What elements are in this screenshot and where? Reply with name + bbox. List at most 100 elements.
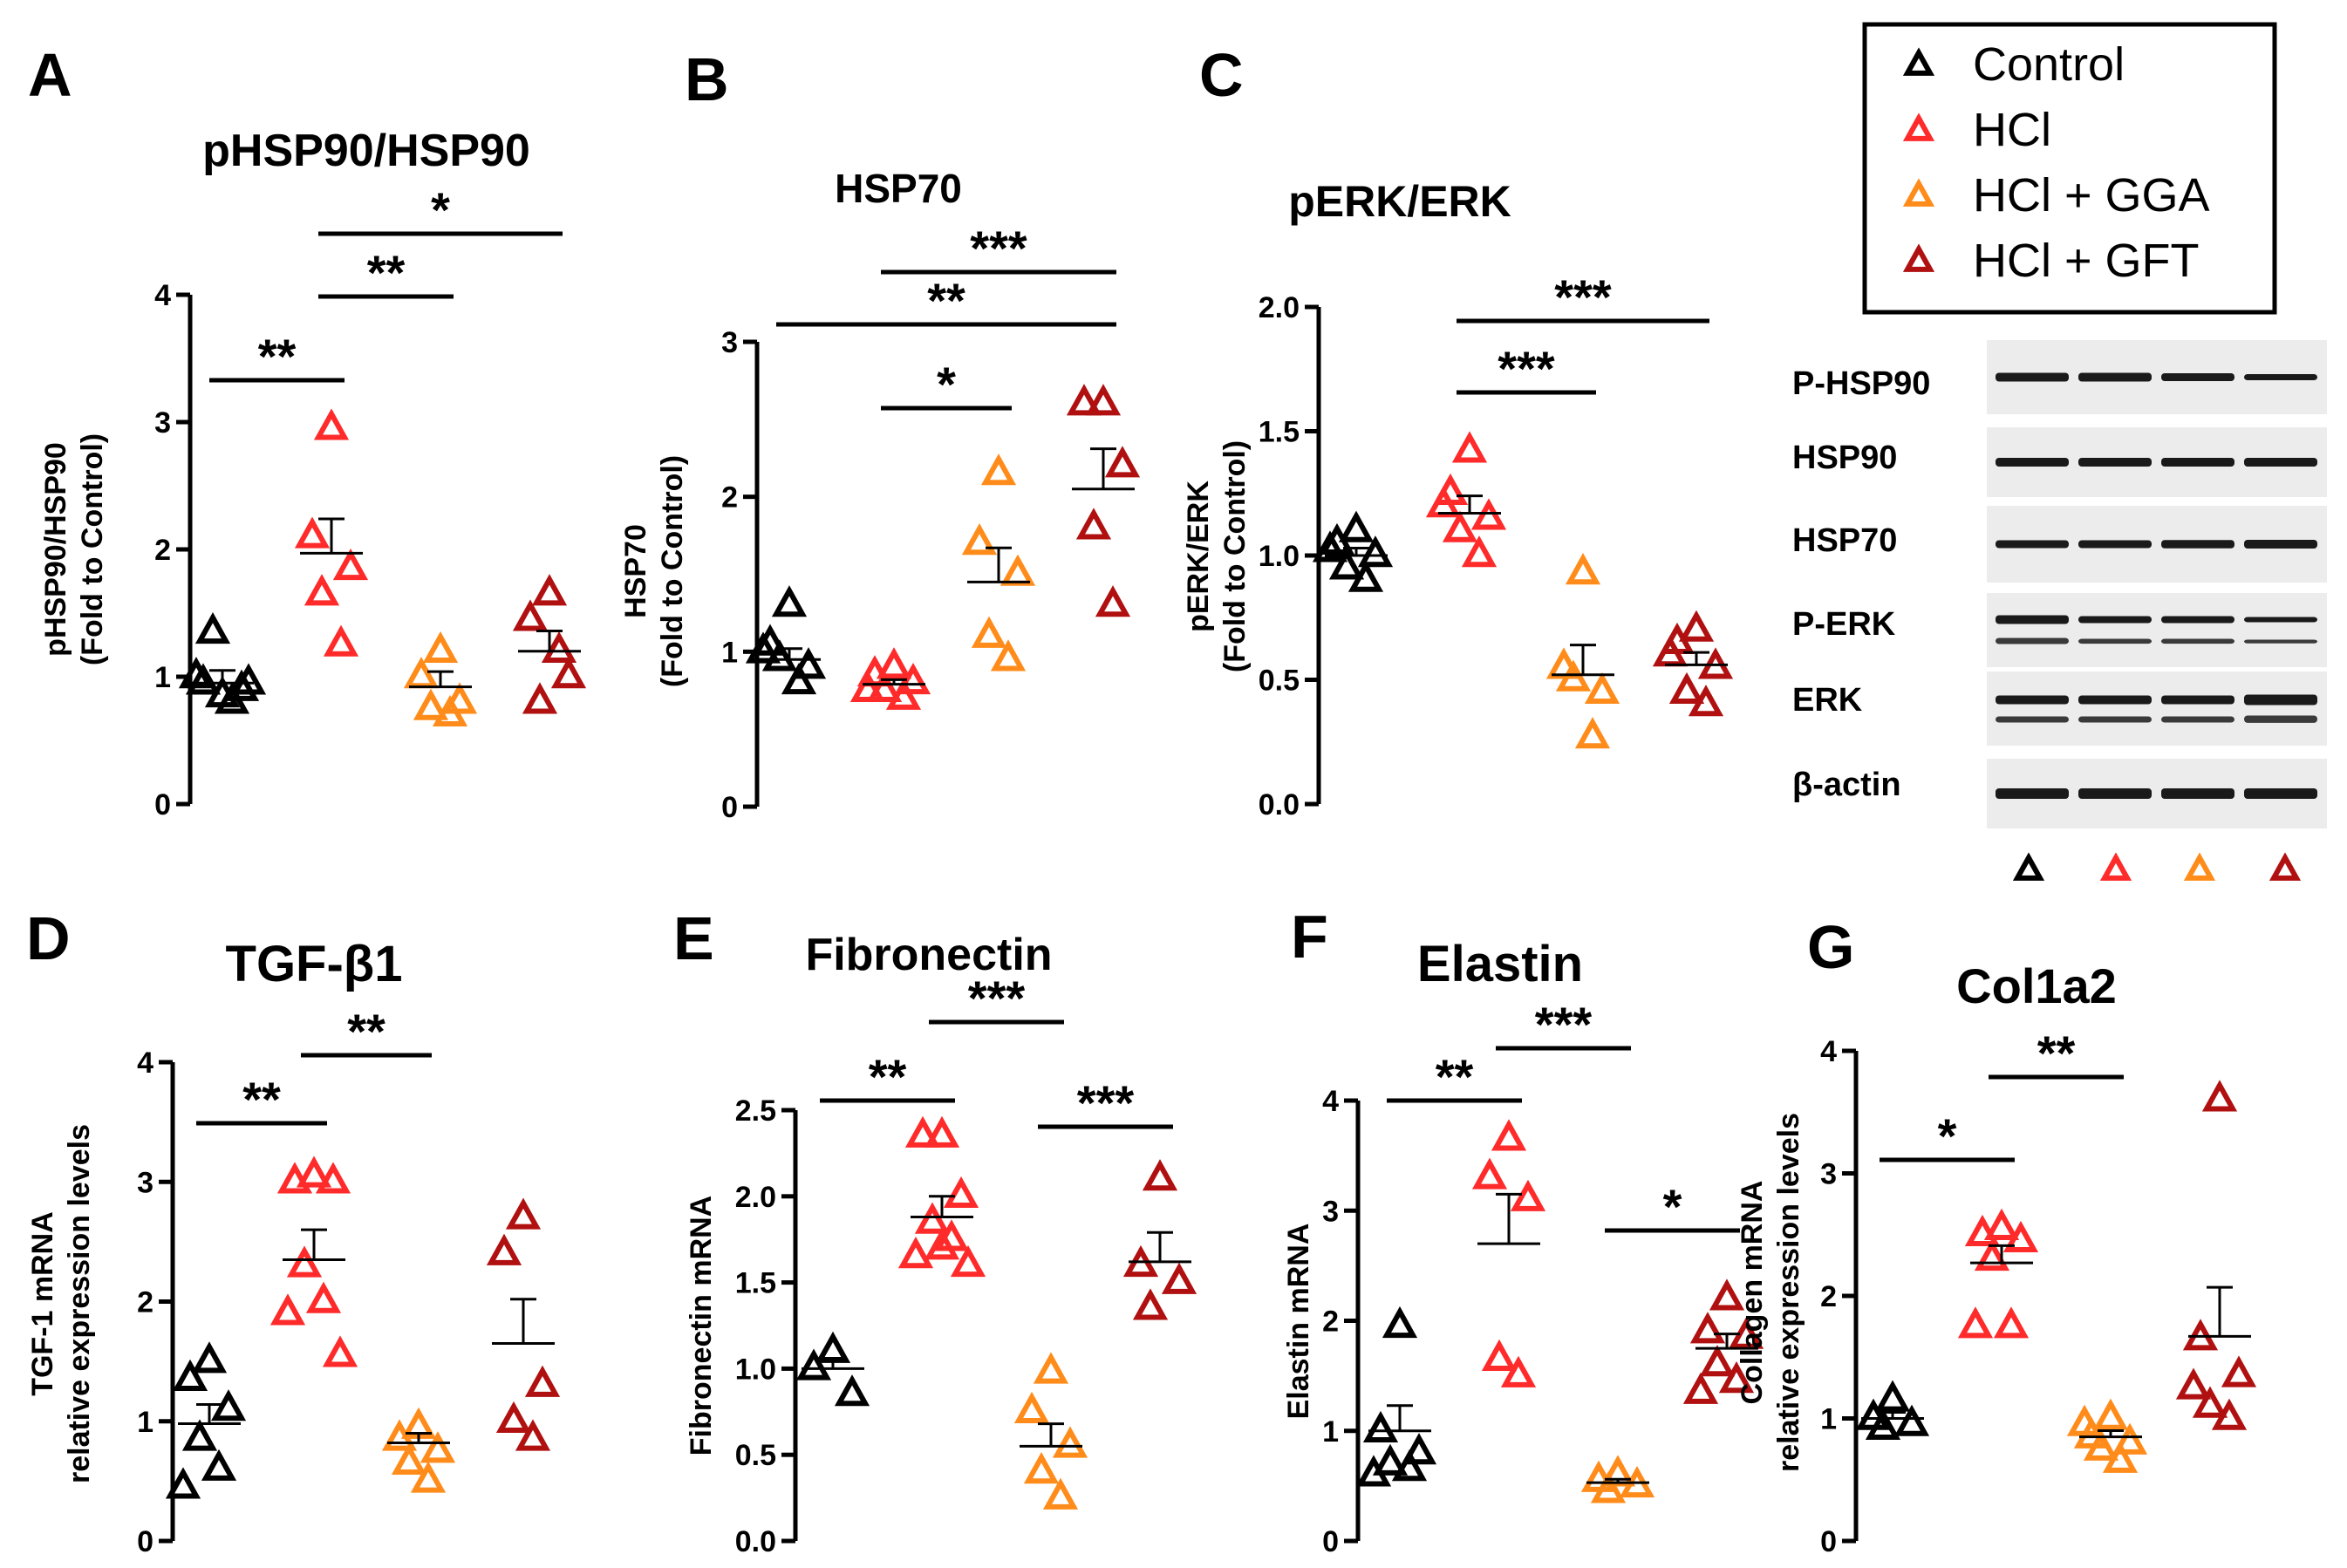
blot-band [2161,373,2234,381]
panel-e-significance-label: *** [968,971,1026,1026]
panel-a-y-tick-label: 4 [154,279,171,312]
panel-c-title: pERK/ERK [1288,177,1511,226]
panel-c-y-tick-label: 0.0 [1259,788,1300,821]
blot-label-p-erk: P-ERK [1792,606,1896,643]
panel-a-point-hcl-gft [522,682,558,714]
panel-c-significance-label: *** [1554,269,1612,324]
panel-d-point-hcl [305,1281,342,1313]
panel-b-point-hcl-gga [971,616,1007,648]
panel-d-point-hcl-gga [381,1419,418,1451]
panel-e-y-label: Fibronectin mRNA [685,1196,718,1456]
blot-band [2161,458,2234,467]
panel-a-point-hcl [323,624,359,657]
panel-f-y-tick-label: 2 [1322,1306,1339,1339]
panel-c-y-tick-label: 1.5 [1259,416,1300,449]
panel-c-point-hcl [1461,535,1498,568]
panel-a-point-hcl-gft [512,599,549,631]
panel-e-point-hcl [914,1202,951,1234]
blot-band [2161,540,2234,549]
blot-band [2161,716,2234,723]
panel-d-point-hcl [296,1156,332,1188]
panel-g-y-label: Collagen mRNA relative expression levels [1736,1113,1805,1472]
panel-f-point-hcl [1471,1157,1508,1190]
panel-b-point-hcl [849,670,886,703]
blot-band [2078,458,2152,467]
blot-label-hsp90: HSP90 [1792,440,1897,476]
panel-e-point-hcl [897,1237,934,1269]
panel-c-point-control [1338,510,1375,542]
panel-f-point-control [1401,1433,1437,1465]
panel-a-significance-label: * [431,182,450,237]
panel-f-point-hcl-gft [1689,1312,1726,1344]
legend-box [1862,22,2277,315]
panel-g-point-hcl-gga [2112,1422,2148,1455]
panel-f-point-hcl [1481,1339,1518,1371]
panel-g-y-tick-label: 4 [1820,1035,1837,1068]
panel-b-point-hcl-gga [980,453,1017,486]
panel-d-point-hcl [286,1245,323,1278]
panel-e-point-control [834,1374,870,1407]
panel-f-significance-label: ** [1436,1049,1474,1104]
panel-a-point-hcl-gga [441,682,478,714]
panel-c-point-control [1312,530,1348,562]
blot-label-p-hsp90: P-HSP90 [1792,365,1930,402]
panel-c-point-hcl-gft [1668,672,1705,705]
western-blot: P-HSP90 HSP90 HSP70 P-ERK ERK β-actin [1792,340,2327,881]
legend-label-control: Control [1973,38,2125,91]
panel-d-point-hcl [276,1162,313,1194]
panel-c-point-hcl-gga [1574,717,1611,749]
panel-g-point-hcl-gft [2211,1398,2248,1430]
blot-band [1996,615,2069,624]
panel-b-point-hcl-gga [990,639,1027,672]
panel-b-point-control [771,585,808,617]
panel-e-point-hcl-gga [1033,1352,1069,1384]
panel-e-y-tick-label: 0.5 [735,1439,776,1472]
panel-b-y-label: HSP70 (Fold to Control) [619,455,689,687]
panel-f-y-tick-label: 0 [1322,1525,1339,1558]
panel-g-point-hcl-gft [2221,1355,2257,1387]
panel-a-point-hcl [313,408,350,440]
panel-c-significance-label: *** [1498,341,1555,396]
panel-c-point-hcl [1442,510,1478,542]
panel-d-title: TGF-β1 [226,936,403,992]
panel-c-point-hcl-gga [1545,647,1582,679]
blot-band [2078,540,2152,549]
panel-f-point-hcl-gft [1718,1361,1755,1394]
panel-e-point-hcl [950,1244,986,1278]
panel-g-point-hcl-gga [2083,1428,2119,1461]
panel-b-point-hcl-gft [1104,446,1141,478]
blot-band [2161,616,2234,624]
panel-f-significance-label: *** [1535,997,1593,1052]
legend-label-hcl-gga: HCl + GGA [1973,169,2210,222]
panel-c: pERK/ERK 0.0 0.5 1.0 1.5 2.0 pERK/ERK (Fold to… [1182,177,1734,821]
panel-d-y-tick-label: 3 [137,1166,154,1199]
panel-b-y-tick-label: 2 [721,481,738,515]
panel-b-point-control [790,647,827,679]
panel-g-point-control [1893,1404,1930,1436]
panel-c-point-control [1328,548,1365,580]
blot-band [2161,695,2234,705]
panel-a-title: pHSP90/HSP90 [202,126,530,176]
panel-a: pHSP90/HSP90 0 1 2 3 4 pHSP90/HSP90 (Fold to C… [39,126,587,821]
blot-band [1996,458,2069,467]
panel-f-point-hcl [1491,1119,1527,1151]
blot-band [1996,695,2069,705]
blot-band [2244,617,2317,623]
panel-g-point-hcl [2002,1220,2039,1253]
panel-f-y-tick-label: 3 [1322,1195,1339,1228]
panel-e-title: Fibronectin [805,930,1052,980]
panel-f-point-hcl [1500,1355,1537,1387]
blot-band [2244,540,2317,549]
blot-band [2244,458,2317,467]
panel-g-significance-label: * [1938,1108,1957,1163]
panel-c-point-hcl [1470,498,1507,530]
panel-e-y-tick-label: 2.5 [735,1094,776,1128]
blot-label-beta-actin: β-actin [1792,767,1901,803]
panel-f-point-control [1372,1443,1409,1476]
panel-e-point-hcl [924,1228,960,1260]
panel-e-y-tick-label: 0.0 [735,1525,776,1558]
panel-g-point-hcl [1964,1214,2001,1247]
panel-d-point-hcl [315,1162,351,1194]
panel-f-point-hcl [1510,1179,1546,1211]
blot-label-erk: ERK [1792,682,1863,719]
